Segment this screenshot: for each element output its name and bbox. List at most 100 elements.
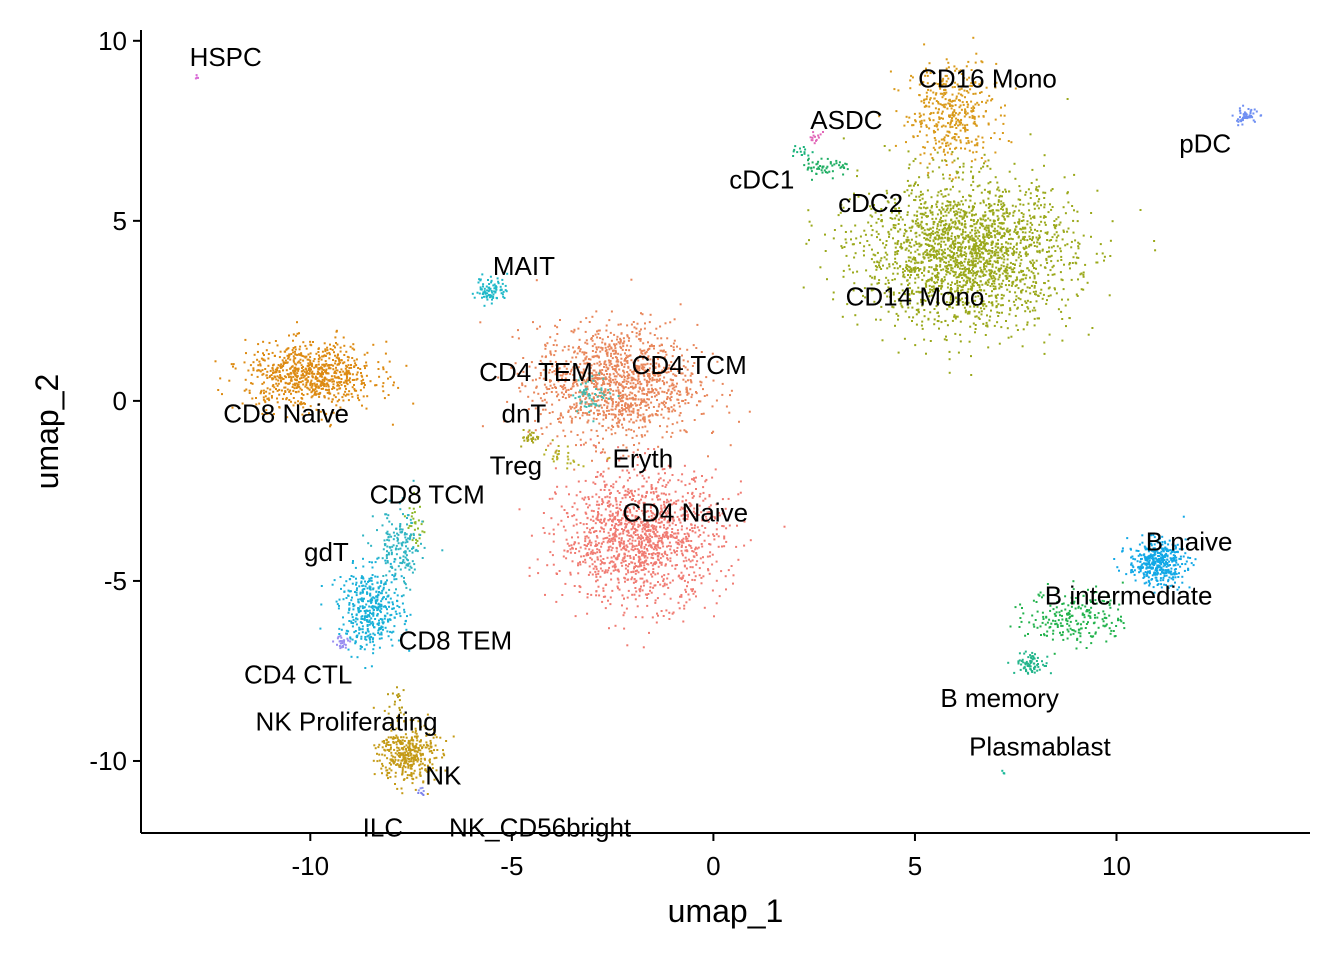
data-point <box>353 388 356 391</box>
data-point <box>580 405 582 408</box>
data-point <box>938 236 941 239</box>
data-point <box>1026 323 1029 326</box>
data-point <box>878 279 881 282</box>
data-point <box>811 178 813 181</box>
data-point <box>997 199 1000 202</box>
data-point <box>944 153 946 156</box>
data-point <box>965 281 968 283</box>
data-point <box>562 385 565 388</box>
data-point <box>273 371 276 374</box>
data-point <box>349 345 352 348</box>
data-point <box>325 378 328 381</box>
data-point <box>901 289 904 292</box>
data-point <box>1003 269 1006 272</box>
data-point <box>663 391 666 394</box>
data-point <box>918 253 921 256</box>
data-point <box>920 207 923 210</box>
data-point <box>613 364 616 367</box>
data-point <box>292 369 295 372</box>
data-point <box>1009 261 1012 264</box>
data-point <box>362 378 365 381</box>
data-point <box>572 382 575 385</box>
data-point <box>855 237 858 240</box>
data-point <box>1000 250 1003 253</box>
data-point <box>630 376 633 379</box>
data-point <box>1046 232 1049 235</box>
data-point <box>981 270 984 273</box>
data-point <box>598 374 601 376</box>
data-point <box>637 378 640 381</box>
data-point <box>965 212 967 215</box>
data-point <box>584 362 587 365</box>
data-point <box>871 229 874 232</box>
data-point <box>906 120 909 123</box>
data-point <box>281 397 284 400</box>
data-point <box>863 245 866 248</box>
data-point <box>985 86 988 89</box>
data-point <box>617 323 620 326</box>
data-point <box>272 372 274 374</box>
data-point <box>971 274 974 277</box>
data-point <box>630 413 632 416</box>
data-point <box>857 195 860 198</box>
data-point <box>930 279 933 282</box>
data-point <box>877 282 880 284</box>
data-point <box>1051 273 1054 276</box>
data-point <box>279 366 282 369</box>
data-point <box>938 285 940 287</box>
data-point <box>647 388 650 391</box>
data-point <box>937 111 940 114</box>
data-point <box>1068 263 1071 266</box>
data-point <box>619 353 622 356</box>
data-point <box>940 287 943 290</box>
data-point <box>929 153 932 156</box>
data-point <box>978 311 981 314</box>
data-point <box>949 288 952 291</box>
data-point <box>846 303 849 306</box>
data-point <box>993 254 996 257</box>
data-point <box>991 265 994 268</box>
data-point <box>658 344 661 347</box>
data-point <box>985 101 988 104</box>
data-point <box>682 378 685 381</box>
data-point <box>653 391 656 394</box>
data-point <box>1019 189 1022 192</box>
data-point <box>894 224 897 227</box>
data-point <box>321 370 324 373</box>
data-point <box>996 188 999 191</box>
data-point <box>614 347 617 350</box>
data-point <box>909 184 912 187</box>
data-point <box>214 360 217 363</box>
data-point <box>940 293 943 296</box>
data-point <box>581 391 584 394</box>
data-point <box>650 395 653 398</box>
data-point <box>959 320 962 323</box>
data-point <box>933 323 936 326</box>
data-point <box>482 283 485 286</box>
data-point <box>932 129 935 132</box>
data-point <box>307 372 310 375</box>
data-point <box>959 291 962 294</box>
data-point <box>605 366 608 369</box>
data-point <box>935 100 938 102</box>
data-point <box>957 247 960 250</box>
data-point <box>974 246 977 248</box>
data-point <box>571 406 574 409</box>
data-point <box>1055 239 1058 242</box>
data-point <box>623 340 626 343</box>
data-point <box>492 293 495 296</box>
data-point <box>967 301 970 304</box>
data-point <box>632 373 635 376</box>
data-point <box>338 387 341 390</box>
data-point <box>1037 294 1039 297</box>
data-point <box>937 191 940 194</box>
data-point <box>321 368 324 371</box>
data-point <box>966 112 969 115</box>
data-point <box>627 376 630 379</box>
data-point <box>885 258 888 261</box>
data-point <box>942 227 945 230</box>
data-point <box>1029 276 1031 279</box>
data-point <box>593 397 595 400</box>
data-point <box>943 139 946 142</box>
data-point <box>818 167 821 170</box>
